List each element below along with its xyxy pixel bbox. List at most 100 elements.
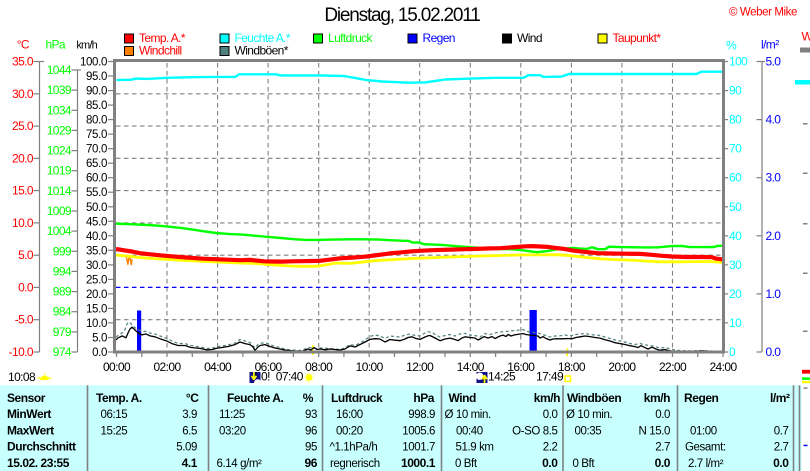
- svg-text:1001.7: 1001.7: [402, 442, 435, 454]
- svg-text:0!: 0!: [261, 370, 270, 384]
- svg-text:5.0: 5.0: [18, 248, 34, 262]
- svg-text:Temp. A.*: Temp. A.*: [139, 31, 186, 45]
- svg-text:0.0: 0.0: [92, 347, 107, 359]
- svg-text:40.0: 40.0: [86, 231, 107, 243]
- svg-text:00:00: 00:00: [103, 360, 131, 374]
- svg-text:10: 10: [729, 316, 742, 330]
- svg-text:35.0: 35.0: [12, 55, 34, 69]
- svg-text:60: 60: [729, 171, 742, 185]
- svg-text:100: 100: [729, 55, 748, 69]
- svg-text:51.9 km: 51.9 km: [456, 442, 494, 454]
- svg-text:20.0: 20.0: [12, 151, 34, 165]
- svg-text:4.0: 4.0: [766, 113, 782, 127]
- svg-text:5.09: 5.09: [176, 442, 197, 454]
- svg-text:1014: 1014: [47, 184, 72, 198]
- svg-text:01:00: 01:00: [690, 425, 717, 437]
- svg-text:1019: 1019: [47, 164, 72, 178]
- svg-text:989: 989: [53, 285, 72, 299]
- svg-text:Luftdruck: Luftdruck: [331, 391, 383, 405]
- svg-text:0.0: 0.0: [655, 456, 671, 470]
- svg-text:24:00: 24:00: [709, 360, 737, 374]
- svg-text:20:00: 20:00: [608, 360, 636, 374]
- svg-text:10.0: 10.0: [86, 318, 107, 330]
- svg-text:2.7: 2.7: [655, 442, 670, 454]
- svg-text:70.0: 70.0: [86, 144, 107, 156]
- svg-text:km/h: km/h: [644, 391, 670, 405]
- svg-text:W/m²: W/m²: [802, 30, 810, 44]
- svg-text:Wind: Wind: [449, 391, 477, 405]
- svg-text:0: 0: [729, 345, 736, 359]
- svg-text:994: 994: [53, 264, 72, 278]
- svg-text:1039: 1039: [47, 83, 72, 97]
- svg-text:1024: 1024: [47, 144, 72, 158]
- svg-text:18:00: 18:00: [558, 360, 586, 374]
- svg-text:03:20: 03:20: [219, 425, 246, 437]
- svg-text:°C: °C: [186, 391, 199, 405]
- svg-text:30.0: 30.0: [86, 260, 107, 272]
- svg-text:11:25: 11:25: [219, 409, 245, 421]
- svg-text:80: 80: [729, 113, 742, 127]
- svg-text:96: 96: [305, 456, 318, 470]
- svg-text:50: 50: [729, 200, 742, 214]
- svg-text:10.0: 10.0: [12, 216, 34, 230]
- svg-text:100.0: 100.0: [80, 57, 107, 69]
- svg-text:O-SO 8.5: O-SO 8.5: [512, 425, 557, 437]
- svg-text:Windchill: Windchill: [139, 44, 182, 58]
- svg-text:96: 96: [305, 425, 317, 437]
- svg-text:30.0: 30.0: [12, 87, 34, 101]
- svg-text:15.02. 23:55: 15.02. 23:55: [7, 456, 70, 470]
- svg-text:5.0: 5.0: [92, 333, 107, 345]
- svg-text:km/h: km/h: [76, 40, 97, 52]
- svg-text:-5.0: -5.0: [15, 313, 34, 327]
- svg-text:998.9: 998.9: [408, 409, 435, 421]
- svg-text:60.0: 60.0: [86, 173, 107, 185]
- svg-text:2.7: 2.7: [774, 442, 789, 454]
- svg-text:3.0: 3.0: [766, 171, 782, 185]
- svg-text:14:25: 14:25: [488, 370, 516, 384]
- svg-text:MaxWert: MaxWert: [7, 423, 54, 437]
- svg-text:Dienstag, 15.02.2011: Dienstag, 15.02.2011: [324, 5, 480, 26]
- svg-text:Durchschnitt: Durchschnitt: [7, 440, 76, 454]
- svg-text:50.0: 50.0: [86, 202, 107, 214]
- svg-text:1.0: 1.0: [766, 287, 782, 301]
- svg-text:35.0: 35.0: [86, 245, 107, 257]
- svg-text:95.0: 95.0: [86, 71, 107, 83]
- svg-text:Ø 10 min.: Ø 10 min.: [445, 409, 491, 421]
- svg-text:hPa: hPa: [45, 38, 65, 52]
- svg-text:974: 974: [53, 345, 72, 359]
- svg-text:MinWert: MinWert: [7, 407, 51, 421]
- svg-text:25.0: 25.0: [12, 119, 34, 133]
- svg-text:45.0: 45.0: [86, 216, 107, 228]
- svg-text:85.0: 85.0: [86, 100, 107, 112]
- svg-text:00:20: 00:20: [336, 425, 363, 437]
- svg-text:1004: 1004: [47, 224, 72, 238]
- svg-text:^1.1hPa/h: ^1.1hPa/h: [330, 442, 378, 454]
- svg-text:-10.0: -10.0: [9, 345, 34, 359]
- svg-text:80.0: 80.0: [86, 115, 107, 127]
- svg-text:Regen: Regen: [684, 391, 719, 405]
- svg-text:Windböen*: Windböen*: [235, 44, 289, 58]
- svg-text:© Weber Mike: © Weber Mike: [729, 7, 797, 19]
- svg-text:Gesamt:: Gesamt:: [685, 442, 726, 454]
- svg-text:12:00: 12:00: [406, 360, 434, 374]
- svg-text:00:40: 00:40: [456, 425, 483, 437]
- svg-text:25.0: 25.0: [86, 274, 107, 286]
- svg-text:Luftdruck: Luftdruck: [328, 31, 374, 45]
- svg-text:5.0: 5.0: [766, 55, 782, 69]
- svg-text:Temp. A.: Temp. A.: [96, 391, 142, 405]
- svg-text:90: 90: [729, 84, 742, 98]
- svg-text:75.0: 75.0: [86, 129, 107, 141]
- svg-text:l/m²: l/m²: [770, 391, 790, 405]
- svg-text:°C: °C: [17, 38, 30, 52]
- svg-text:00:35: 00:35: [575, 425, 602, 437]
- svg-text:06:00: 06:00: [255, 360, 283, 374]
- svg-text:1009: 1009: [47, 204, 72, 218]
- svg-text:10:08: 10:08: [8, 370, 36, 384]
- svg-text:0 Bft: 0 Bft: [455, 458, 478, 470]
- svg-text:16:00: 16:00: [336, 409, 363, 421]
- svg-text:0.0: 0.0: [655, 409, 670, 421]
- svg-text:km/h: km/h: [534, 391, 560, 405]
- svg-text:hPa: hPa: [413, 391, 434, 405]
- svg-text:30: 30: [729, 258, 742, 272]
- svg-text:10:00: 10:00: [356, 360, 384, 374]
